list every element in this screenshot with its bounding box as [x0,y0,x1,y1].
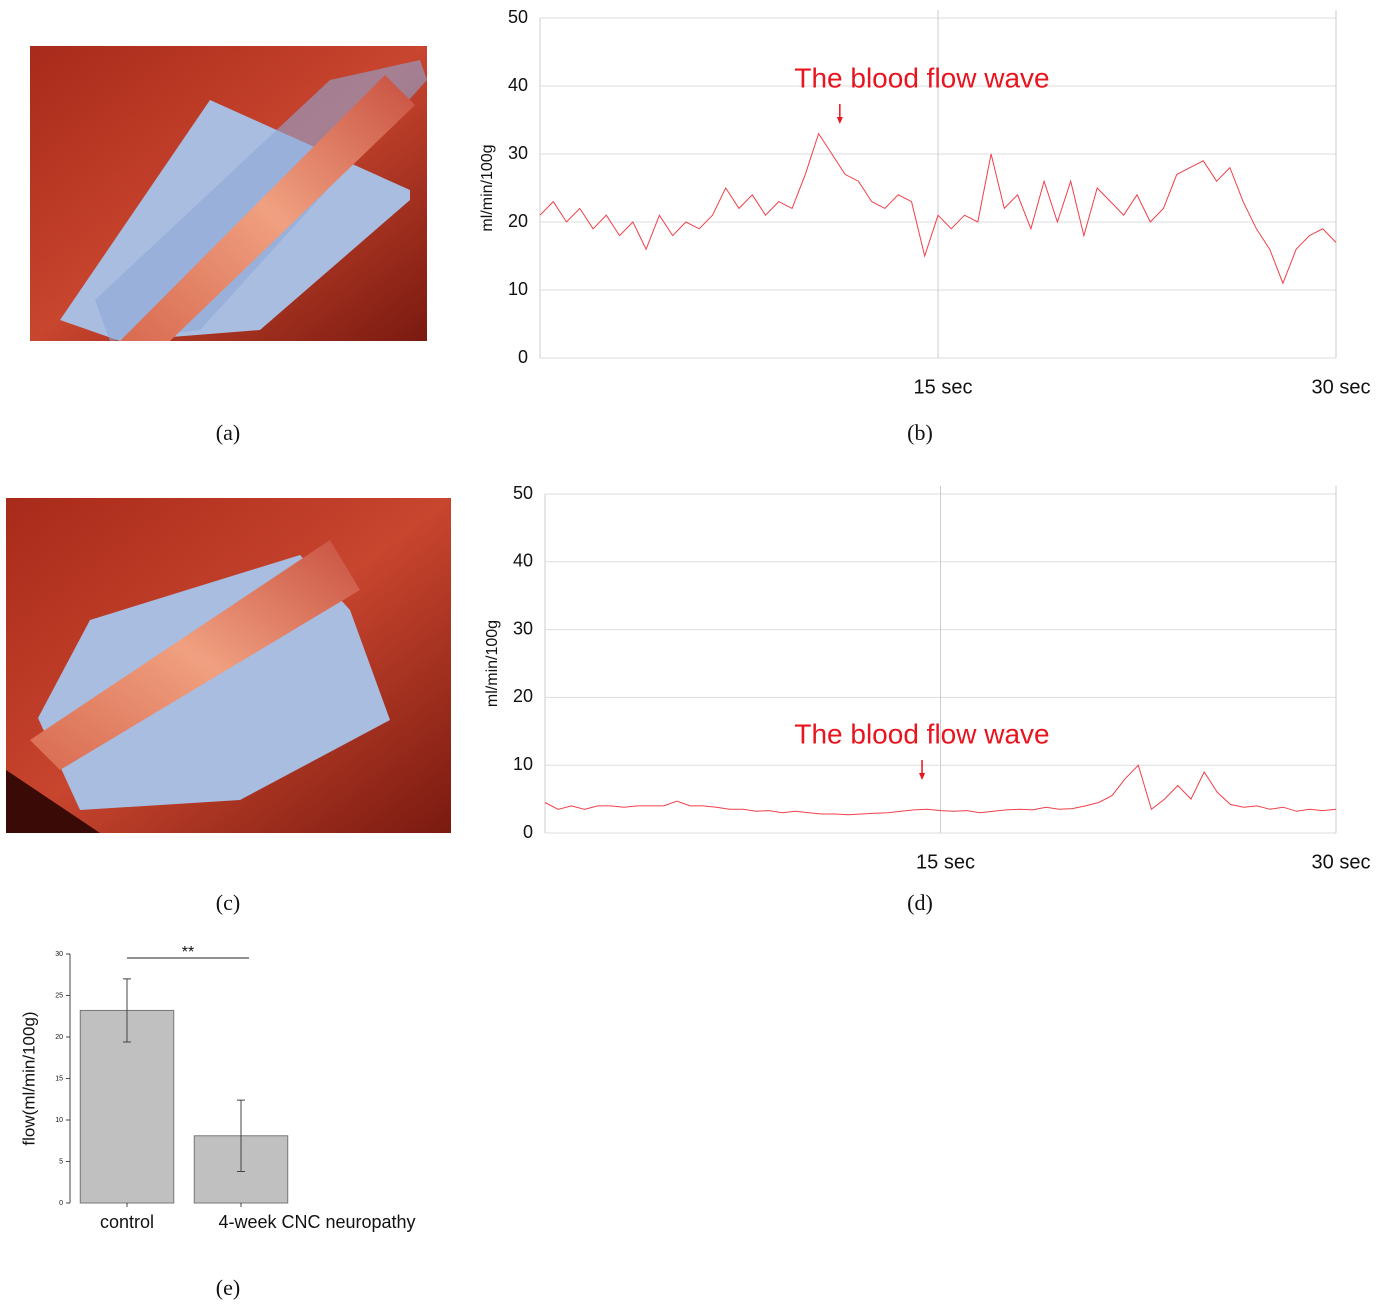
caption: (a) [216,420,240,445]
x-tick-label: 30 sec [1312,376,1371,398]
y-tick-label: 40 [513,551,533,571]
y-tick-label: 10 [55,1117,63,1124]
x-tick-label: 15 sec [916,851,975,873]
x-tick-label: 4-week CNC neuropathy [218,1212,415,1232]
y-tick-label: 40 [508,75,528,95]
y-tick-label: 10 [508,279,528,299]
x-tick-label: 15 sec [914,376,973,398]
caption: (e) [216,1275,240,1300]
y-tick-label: 20 [513,686,533,706]
caption: (d) [907,890,933,915]
y-tick-label: 0 [523,822,533,842]
caption: (c) [216,890,240,915]
figure: (a) (b) (c) (d) (e) 0102030405015 sec30 … [0,0,1386,1306]
y-tick-label: 0 [59,1200,63,1207]
y-tick-label: 50 [513,483,533,503]
significance-label: ** [182,944,194,961]
y-axis-title: flow(ml/min/100g) [19,1011,38,1145]
y-tick-label: 10 [513,754,533,774]
y-tick-label: 50 [508,7,528,27]
x-tick-label: 30 sec [1312,851,1371,873]
y-tick-label: 30 [508,143,528,163]
annotation: The blood flow wave [794,62,1049,93]
annotation: The blood flow wave [794,718,1049,749]
y-tick-label: 30 [513,618,533,638]
annotation-arrowhead [837,117,843,124]
photo-a [30,46,427,341]
y-tick-label: 0 [518,347,528,367]
caption: (b) [907,420,933,445]
y-tick-label: 15 [55,1075,63,1082]
y-axis-title: ml/min/100g [484,620,501,707]
y-axis-title: ml/min/100g [479,144,496,231]
page: (a) (b) (c) (d) (e) 0102030405015 sec30 … [0,0,1386,1306]
y-tick-label: 20 [55,1034,63,1041]
y-tick-label: 5 [59,1158,63,1165]
y-tick-label: 20 [508,211,528,231]
annotation-arrowhead [919,773,925,780]
y-tick-label: 25 [55,992,63,999]
x-tick-label: control [100,1212,154,1232]
photo-c [6,498,451,833]
y-tick-label: 30 [55,951,63,958]
